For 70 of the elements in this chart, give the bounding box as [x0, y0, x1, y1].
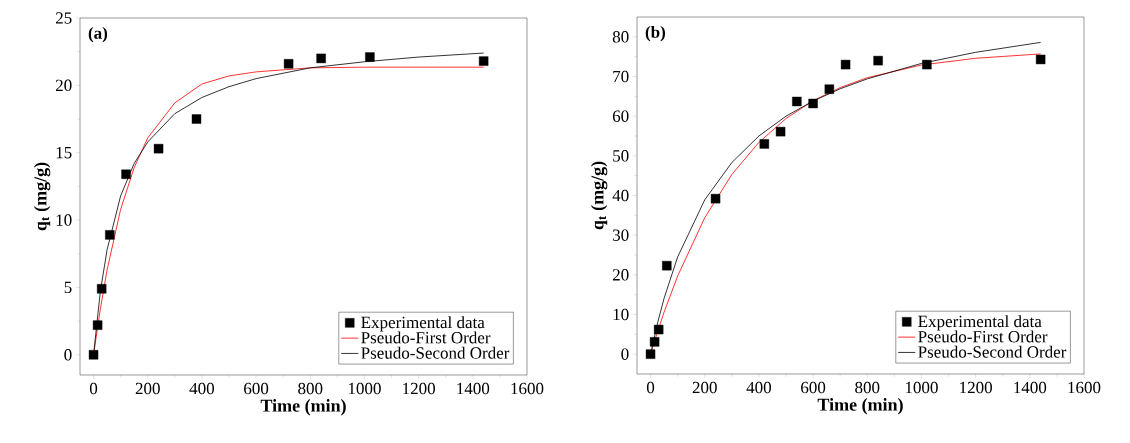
y-tick-label: 20 — [612, 269, 629, 281]
y-tick-label: 60 — [612, 110, 629, 122]
legend-label: Pseudo-Second Order — [918, 345, 1067, 358]
point — [840, 59, 851, 70]
x-tick-label: 1400 — [1014, 381, 1047, 394]
point — [710, 193, 721, 204]
annotation: (b) — [645, 25, 666, 42]
y-axis-title: q$_{t}$ (mg/g) — [590, 161, 608, 230]
x-tick-label: 800 — [855, 381, 880, 394]
point — [316, 53, 326, 64]
y-tick-label: 25 — [55, 12, 72, 24]
legend-label: Pseudo-First Order — [361, 331, 491, 344]
point — [824, 84, 835, 94]
y-tick-label: 10 — [56, 214, 72, 226]
point — [653, 324, 664, 335]
x-tick-label: 400 — [189, 382, 215, 395]
point — [88, 350, 99, 360]
y-axis-title: q$_{t}$ (mg/g) — [33, 162, 51, 231]
legend-label: Pseudo-First Order — [918, 330, 1048, 343]
x-tick-label: 1000 — [348, 382, 381, 395]
legend-label: Pseudo-Second Order — [361, 346, 510, 359]
point — [792, 96, 802, 107]
x-tick-label: 600 — [244, 382, 269, 395]
point — [649, 337, 660, 347]
y-tick-label: 20 — [55, 79, 72, 92]
point — [759, 139, 770, 149]
x-tick-label: 800 — [298, 382, 323, 395]
point — [922, 59, 932, 70]
y-tick-label: 30 — [613, 229, 629, 241]
x-tick-label: 400 — [746, 381, 772, 394]
point — [1035, 54, 1046, 65]
point — [153, 143, 164, 154]
x-tick-label: 0 — [646, 381, 655, 394]
x-tick-label: 1200 — [403, 382, 435, 395]
y-tick-label: 10 — [613, 308, 629, 321]
point — [662, 261, 672, 271]
x-tick-label: 1200 — [960, 381, 992, 394]
y-tick-label: 15 — [56, 147, 72, 159]
legend-label: Experimental data — [918, 315, 1042, 331]
point — [283, 59, 294, 69]
x-tick-label: 0 — [89, 382, 98, 395]
point — [365, 52, 375, 62]
y-tick-label: 40 — [612, 189, 629, 202]
point — [645, 349, 656, 359]
x-tick-label: 1000 — [905, 381, 938, 394]
y-tick-label: 5 — [64, 281, 72, 294]
point — [775, 126, 786, 137]
point — [191, 114, 202, 124]
x-tick-label: 600 — [801, 381, 826, 394]
point — [105, 230, 115, 240]
point — [92, 320, 103, 330]
x-tick-label: 1400 — [457, 382, 490, 395]
point — [121, 169, 131, 179]
x-tick-label: 1600 — [511, 382, 544, 395]
annotation: (a) — [88, 26, 108, 43]
y-tick-label: 80 — [612, 31, 629, 43]
point — [873, 55, 883, 66]
legend-label: Experimental data — [361, 316, 485, 332]
point — [808, 98, 818, 109]
y-tick-label: 50 — [613, 150, 629, 162]
x-axis-title: Time (min) — [817, 398, 903, 415]
x-tick-label: 200 — [692, 381, 717, 394]
x-axis-title: Time (min) — [260, 399, 346, 416]
x-tick-label: 200 — [135, 382, 160, 395]
y-tick-label: 0 — [64, 349, 72, 361]
point — [96, 284, 107, 294]
y-tick-label: 70 — [613, 70, 629, 83]
y-tick-label: 0 — [621, 348, 629, 360]
x-tick-label: 1600 — [1068, 381, 1101, 394]
point — [478, 56, 489, 66]
